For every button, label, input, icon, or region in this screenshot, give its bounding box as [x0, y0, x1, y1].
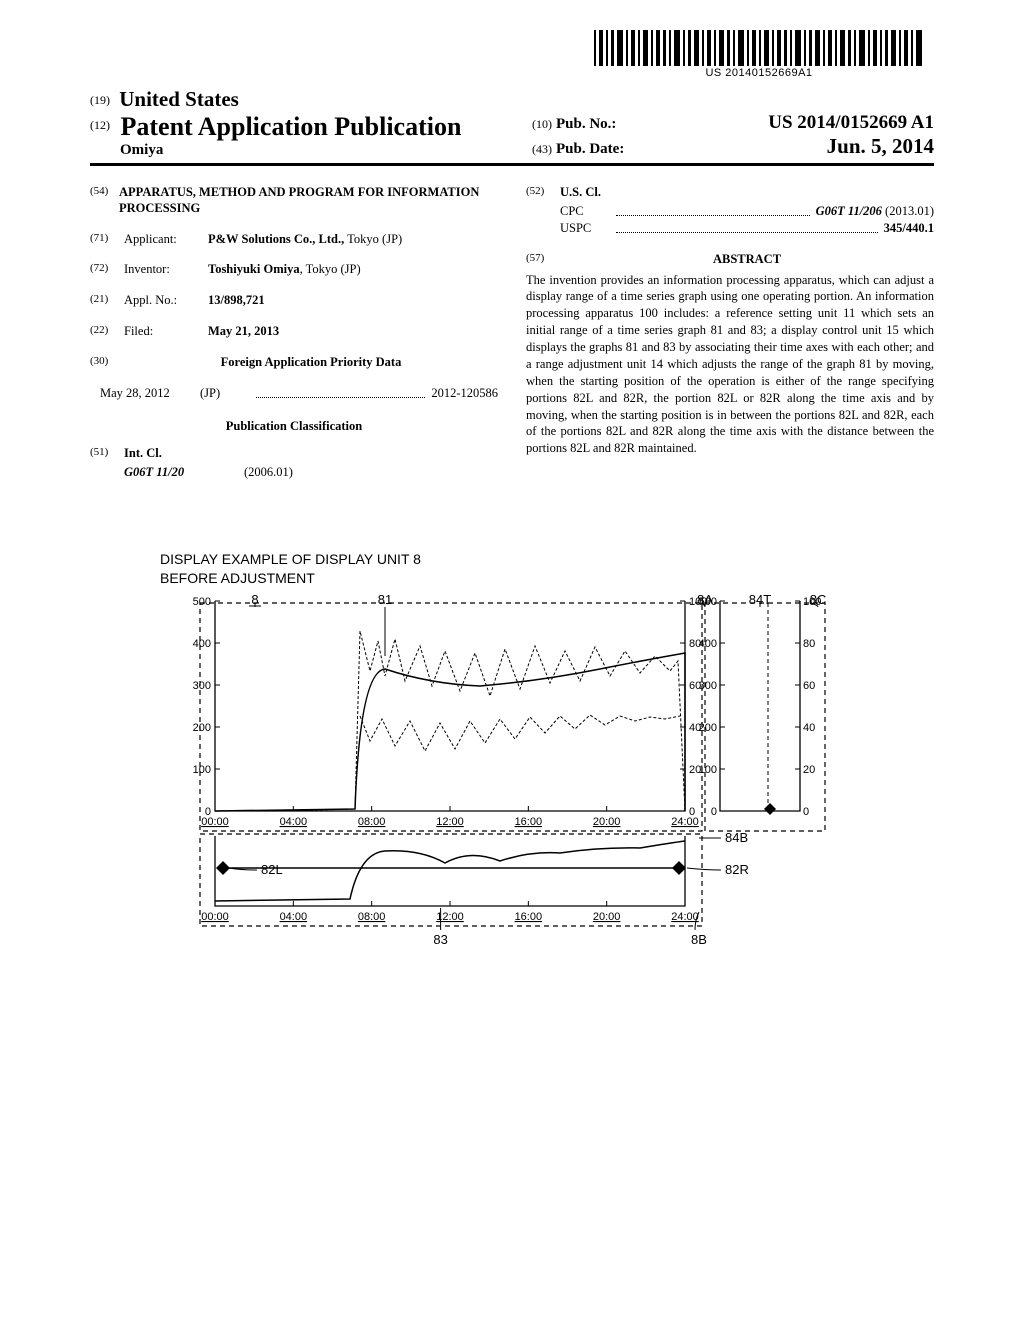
- field-72-num: (72): [90, 261, 124, 278]
- country-name: United States: [119, 87, 239, 111]
- filed-value: May 21, 2013: [208, 324, 279, 338]
- field-71-num: (71): [90, 231, 124, 248]
- svg-text:40: 40: [803, 722, 815, 734]
- svg-text:300: 300: [193, 680, 211, 692]
- uscl-label: U.S. Cl.: [560, 185, 601, 199]
- applicant-loc: Tokyo (JP): [344, 232, 402, 246]
- barcode-text: US 20140152669A1: [594, 67, 924, 79]
- svg-text:24:00: 24:00: [671, 816, 699, 828]
- author-name: Omiya: [120, 142, 492, 159]
- field-30-num: (30): [90, 354, 124, 371]
- pubno-label: Pub. No.:: [556, 116, 616, 133]
- inventor-label: Inventor:: [124, 261, 208, 278]
- svg-text:00:00: 00:00: [201, 816, 229, 828]
- svg-text:0: 0: [711, 806, 717, 818]
- doc-type: Patent Application Publication: [121, 112, 462, 141]
- field-12-num: (12): [90, 118, 110, 132]
- abstract-heading: ABSTRACT: [560, 251, 934, 268]
- intcl-label: Int. Cl.: [124, 446, 162, 460]
- svg-text:81: 81: [378, 592, 392, 607]
- abstract-body: The invention provides an information pr…: [526, 272, 934, 458]
- svg-text:20:00: 20:00: [593, 816, 621, 828]
- doc-type-line: (12) Patent Application Publication: [90, 112, 492, 142]
- field-22-num: (22): [90, 323, 124, 340]
- header-rule: [90, 163, 934, 166]
- svg-text:8B: 8B: [691, 932, 707, 947]
- svg-text:100: 100: [699, 764, 717, 776]
- svg-text:16:00: 16:00: [515, 816, 543, 828]
- field-10-num: (10): [532, 117, 552, 132]
- priority-date: May 28, 2012: [100, 385, 200, 402]
- priority-country: (JP): [200, 385, 250, 402]
- barcode-svg: [594, 30, 924, 66]
- invention-title: APPARATUS, METHOD AND PROGRAM FOR INFORM…: [119, 184, 498, 217]
- field-21-num: (21): [90, 292, 124, 309]
- svg-text:500: 500: [193, 596, 211, 608]
- applicant-label: Applicant:: [124, 231, 208, 248]
- pubclass-heading: Publication Classification: [90, 418, 498, 435]
- dotted-leader: [616, 216, 878, 233]
- inventor-name: Toshiyuki Omiya: [208, 262, 300, 276]
- intcl-code: G06T 11/20: [124, 465, 184, 479]
- filed-label: Filed:: [124, 323, 208, 340]
- country-line: (19) United States: [90, 87, 492, 112]
- svg-text:400: 400: [699, 638, 717, 650]
- pubdate-value: Jun. 5, 2014: [827, 134, 934, 159]
- svg-text:84B: 84B: [725, 830, 748, 845]
- figure-caption: DISPLAY EXAMPLE OF DISPLAY UNIT 8 BEFORE…: [160, 550, 934, 586]
- svg-text:200: 200: [193, 722, 211, 734]
- svg-text:82R: 82R: [725, 862, 749, 877]
- svg-text:04:00: 04:00: [280, 816, 308, 828]
- inventor-loc: , Tokyo (JP): [300, 262, 361, 276]
- svg-text:300: 300: [699, 680, 717, 692]
- svg-text:100: 100: [193, 764, 211, 776]
- svg-text:80: 80: [803, 638, 815, 650]
- cpc-label: CPC: [560, 203, 610, 220]
- priority-heading: Foreign Application Priority Data: [221, 355, 402, 369]
- svg-text:16:00: 16:00: [515, 911, 543, 923]
- field-57-num: (57): [526, 251, 560, 272]
- applicant-value: P&W Solutions Co., Ltd., Tokyo (JP): [208, 231, 498, 248]
- inventor-value: Toshiyuki Omiya, Tokyo (JP): [208, 261, 498, 278]
- applno-label: Appl. No.:: [124, 292, 208, 309]
- field-52-num: (52): [526, 184, 560, 201]
- svg-text:08:00: 08:00: [358, 911, 386, 923]
- pubdate-label: Pub. Date:: [556, 141, 624, 158]
- svg-text:08:00: 08:00: [358, 816, 386, 828]
- svg-text:83: 83: [433, 932, 447, 947]
- svg-text:24:00: 24:00: [671, 911, 699, 923]
- pubno-value: US 2014/0152669 A1: [768, 112, 934, 134]
- svg-text:400: 400: [193, 638, 211, 650]
- field-51-num: (51): [90, 445, 124, 462]
- svg-text:20: 20: [803, 764, 815, 776]
- intcl-year: (2006.01): [244, 464, 293, 481]
- priority-number: 2012-120586: [431, 385, 498, 402]
- svg-text:00:00: 00:00: [201, 911, 229, 923]
- uspc-value: 345/440.1: [884, 221, 934, 235]
- barcode-block: US 20140152669A1: [90, 30, 934, 81]
- svg-text:12:00: 12:00: [436, 816, 464, 828]
- applicant-name: P&W Solutions Co., Ltd.,: [208, 232, 344, 246]
- uspc-label: USPC: [560, 220, 610, 237]
- svg-text:200: 200: [699, 722, 717, 734]
- chart-figure: 8818A84T8C010020030040050002040608010000…: [160, 591, 870, 956]
- svg-text:100: 100: [803, 596, 821, 608]
- field-54-num: (54): [90, 184, 119, 217]
- svg-text:0: 0: [803, 806, 809, 818]
- svg-text:82L: 82L: [261, 862, 283, 877]
- svg-text:20:00: 20:00: [593, 911, 621, 923]
- dotted-leader: [616, 199, 810, 216]
- svg-text:04:00: 04:00: [280, 911, 308, 923]
- svg-text:500: 500: [699, 596, 717, 608]
- applno-value: 13/898,721: [208, 293, 265, 307]
- dotted-leader: [256, 381, 425, 398]
- field-43-num: (43): [532, 142, 552, 157]
- svg-text:60: 60: [803, 680, 815, 692]
- field-19-num: (19): [90, 93, 110, 107]
